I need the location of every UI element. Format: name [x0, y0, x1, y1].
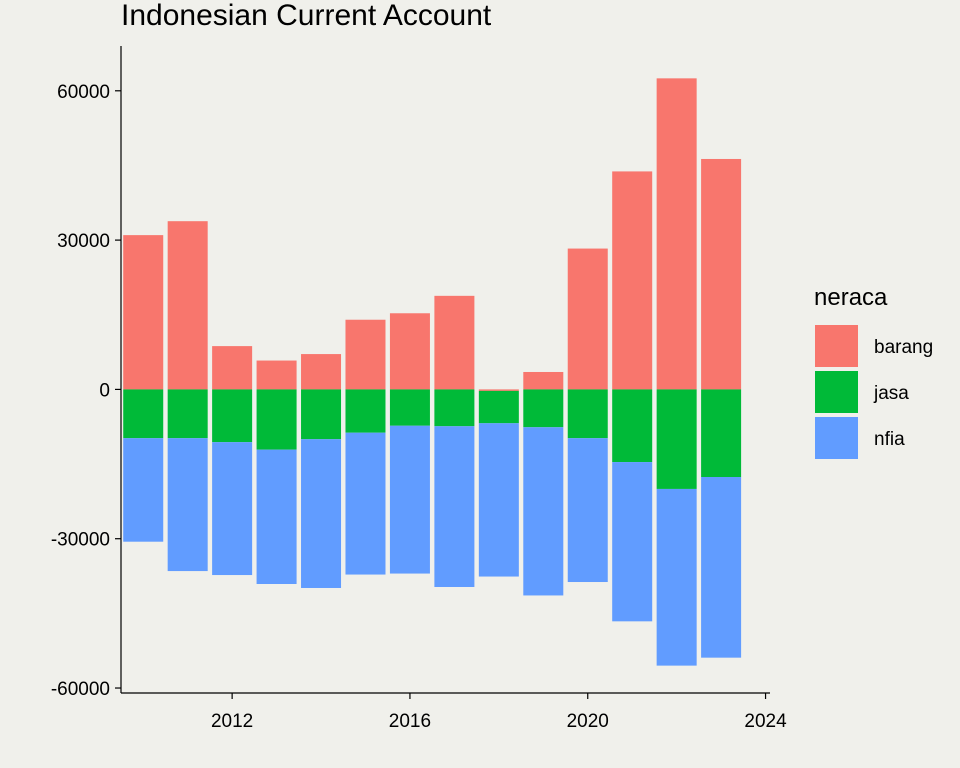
- x-tick-label: 2012: [211, 711, 253, 732]
- bar-nfia-2012: [212, 442, 253, 576]
- bar-jasa-2023: [701, 389, 742, 478]
- x-tick-label: 2020: [567, 711, 609, 732]
- bar-barang-2021: [612, 171, 653, 390]
- bar-nfia-2014: [301, 439, 342, 588]
- bar-jasa-2019: [523, 389, 564, 428]
- y-tick-label: 30000: [57, 231, 110, 252]
- bar-nfia-2010: [123, 438, 164, 542]
- legend-label-barang: barang: [874, 337, 933, 358]
- y-axis-ticks: -60000 -30000 0 30000 60000: [51, 82, 121, 700]
- bar-barang-2012: [212, 346, 253, 390]
- bar-barang-2019: [523, 371, 564, 390]
- bar-jasa-2011: [167, 389, 208, 439]
- bar-barang-2022: [656, 78, 697, 390]
- bar-barang-2023: [701, 158, 742, 390]
- y-tick-label: -60000: [51, 679, 110, 700]
- y-tick-label: -30000: [51, 530, 110, 551]
- bar-nfia-2011: [167, 438, 208, 572]
- bar-jasa-2018: [478, 390, 519, 424]
- legend-swatch-barang: [815, 325, 858, 367]
- bar-jasa-2013: [256, 389, 297, 450]
- bar-barang-2017: [434, 295, 475, 390]
- legend-title: neraca: [814, 284, 888, 311]
- bar-nfia-2013: [256, 449, 297, 585]
- bar-nfia-2021: [612, 462, 653, 622]
- y-tick-label: 0: [99, 380, 110, 401]
- bar-nfia-2019: [523, 427, 564, 596]
- bar-jasa-2014: [301, 389, 342, 440]
- legend-swatch-jasa: [815, 371, 858, 413]
- bar-jasa-2016: [389, 389, 430, 426]
- bar-barang-2016: [389, 313, 430, 390]
- bar-jasa-2022: [656, 389, 697, 489]
- bar-nfia-2018: [478, 423, 519, 577]
- bar-barang-2020: [567, 248, 608, 390]
- bar-nfia-2023: [701, 477, 742, 658]
- x-tick-label: 2024: [744, 711, 787, 732]
- legend-swatch-nfia: [815, 417, 858, 459]
- bar-jasa-2015: [345, 389, 386, 433]
- bar-barang-2011: [167, 221, 208, 390]
- bar-barang-2018: [478, 389, 519, 391]
- bar-nfia-2016: [389, 425, 430, 574]
- y-tick-label: 60000: [57, 82, 110, 103]
- bar-nfia-2015: [345, 432, 386, 575]
- chart-title: Indonesian Current Account: [121, 0, 492, 32]
- bars-layer: [123, 78, 742, 666]
- x-tick-label: 2016: [389, 711, 431, 732]
- bar-barang-2015: [345, 319, 386, 390]
- bar-jasa-2021: [612, 389, 653, 463]
- bar-nfia-2020: [567, 438, 608, 583]
- bar-jasa-2012: [212, 389, 253, 443]
- legend-label-jasa: jasa: [873, 383, 909, 404]
- bar-nfia-2022: [656, 488, 697, 666]
- bar-jasa-2020: [567, 389, 608, 439]
- bar-jasa-2010: [123, 389, 164, 439]
- bar-barang-2013: [256, 360, 297, 390]
- bar-barang-2014: [301, 354, 342, 390]
- bar-nfia-2017: [434, 426, 475, 587]
- legend-label-nfia: nfia: [874, 429, 905, 450]
- bar-jasa-2017: [434, 389, 475, 427]
- x-axis-ticks: 2012 2016 2020 2024: [211, 693, 787, 732]
- legend: neraca barang jasa nfia: [814, 284, 933, 459]
- bar-barang-2010: [123, 235, 164, 390]
